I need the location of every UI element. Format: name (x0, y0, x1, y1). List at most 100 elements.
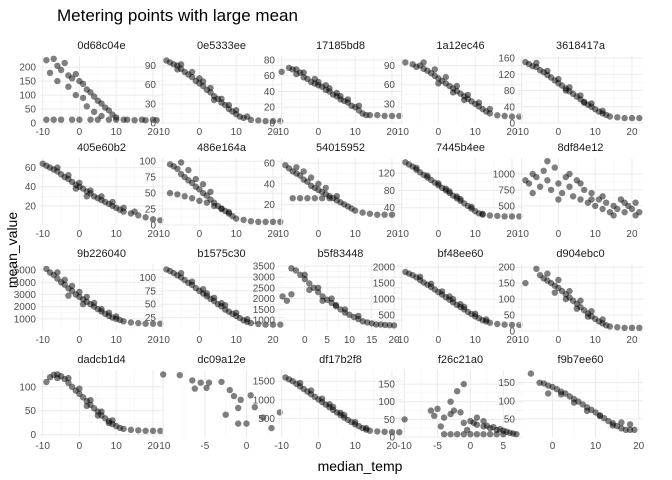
x-tick-label: 5 (324, 335, 330, 346)
data-point (174, 66, 181, 73)
x-tick-label: 20 (267, 335, 279, 346)
data-point (614, 114, 621, 121)
y-tick-label: 3500 (253, 262, 276, 273)
x-tick-label: 20 (506, 335, 518, 346)
data-point (584, 313, 592, 320)
data-point (218, 95, 225, 103)
data-point (83, 193, 91, 200)
data-point (516, 213, 523, 220)
data-point (438, 288, 446, 295)
data-point (177, 159, 185, 166)
data-point (373, 321, 380, 328)
data-point (416, 273, 424, 280)
x-axis-title: median_temp (318, 458, 403, 474)
data-point (177, 269, 185, 277)
data-point (472, 310, 479, 317)
data-point (65, 83, 72, 90)
data-point (581, 99, 588, 106)
y-tick-label: 5000 (14, 266, 37, 277)
data-point (203, 290, 210, 297)
data-point (301, 271, 308, 278)
y-tick-label: 20 (25, 201, 37, 212)
data-point (606, 323, 614, 330)
data-point (43, 116, 50, 123)
data-point (486, 431, 494, 438)
data-point (94, 412, 102, 419)
x-tick-label: 0 (436, 127, 442, 138)
y-tick-label: 40 (504, 102, 516, 113)
x-tick-label: 10 (231, 229, 243, 240)
data-point (244, 316, 251, 323)
y-tick-label: 1500 (253, 377, 276, 388)
data-point (120, 425, 127, 433)
facet-strip-label: 8df84e12 (558, 142, 604, 154)
x-tick-label: 15 (366, 335, 378, 346)
data-point (87, 116, 94, 123)
y-tick-label: 60 (264, 159, 276, 170)
data-point (545, 390, 552, 397)
x-tick-label: -5 (200, 441, 209, 452)
data-point (233, 215, 240, 222)
data-point (577, 92, 584, 99)
data-point (43, 57, 50, 64)
data-point (555, 196, 562, 203)
data-point (359, 209, 366, 216)
facet-strip-label: dc09a12e (197, 354, 245, 366)
data-point (508, 113, 516, 120)
x-tick-label: 10 (590, 335, 602, 346)
data-point (450, 407, 458, 414)
data-point (483, 316, 490, 323)
y-tick-label: 1500 (253, 305, 276, 316)
y-tick-label: 1000 (493, 169, 516, 180)
data-point (269, 218, 277, 225)
data-point (296, 172, 304, 179)
data-point (588, 308, 595, 315)
facet-strip-label: df17b2f8 (319, 354, 362, 366)
x-tick-label: 20 (147, 127, 159, 138)
data-point (72, 185, 80, 192)
x-tick-label: 20 (633, 441, 645, 452)
data-point (65, 292, 72, 299)
data-point (225, 101, 233, 109)
data-point (199, 181, 207, 188)
y-tick-label: 50 (25, 105, 37, 116)
x-tick-label: -10 (155, 229, 170, 240)
data-point (599, 193, 606, 200)
data-point (468, 203, 475, 210)
data-point (440, 414, 448, 421)
data-point (402, 59, 409, 66)
y-tick-label: 50 (25, 406, 37, 417)
data-point (513, 431, 520, 438)
y-tick-label: 200 (498, 263, 515, 274)
data-point (54, 62, 61, 69)
data-point (149, 320, 157, 327)
y-tick-label: 200 (19, 63, 36, 74)
data-point (260, 414, 267, 421)
data-point (131, 117, 138, 124)
facet-strip-label: 1a12ec46 (436, 40, 484, 52)
data-point (210, 96, 218, 104)
data-point (442, 185, 449, 192)
data-point (621, 199, 628, 206)
data-point (453, 193, 460, 200)
x-tick-label: 0 (436, 335, 442, 346)
facet-strip-label: 405e60b2 (77, 142, 126, 154)
x-tick-label: 0 (244, 441, 250, 452)
data-point (460, 419, 467, 427)
data-point (222, 411, 229, 418)
y-tick-label: 0 (150, 221, 156, 232)
data-point (596, 412, 604, 420)
data-point (72, 70, 80, 78)
data-point (318, 195, 326, 202)
x-tick-label: 10 (470, 229, 482, 240)
y-tick-label: 100 (139, 157, 156, 168)
data-point (457, 301, 464, 308)
facet-strip-label: 486e164a (197, 142, 247, 154)
x-tick-label: 0 (197, 335, 203, 346)
data-point (279, 293, 286, 300)
